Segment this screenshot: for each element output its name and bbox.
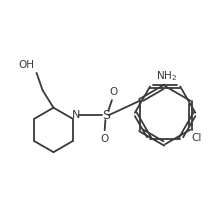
Text: Cl: Cl (191, 133, 202, 143)
Text: O: O (109, 87, 117, 97)
Text: N: N (71, 110, 80, 120)
Text: NH$_2$: NH$_2$ (156, 69, 177, 83)
Text: S: S (102, 109, 110, 122)
Text: O: O (101, 134, 109, 144)
Text: OH: OH (18, 60, 34, 70)
